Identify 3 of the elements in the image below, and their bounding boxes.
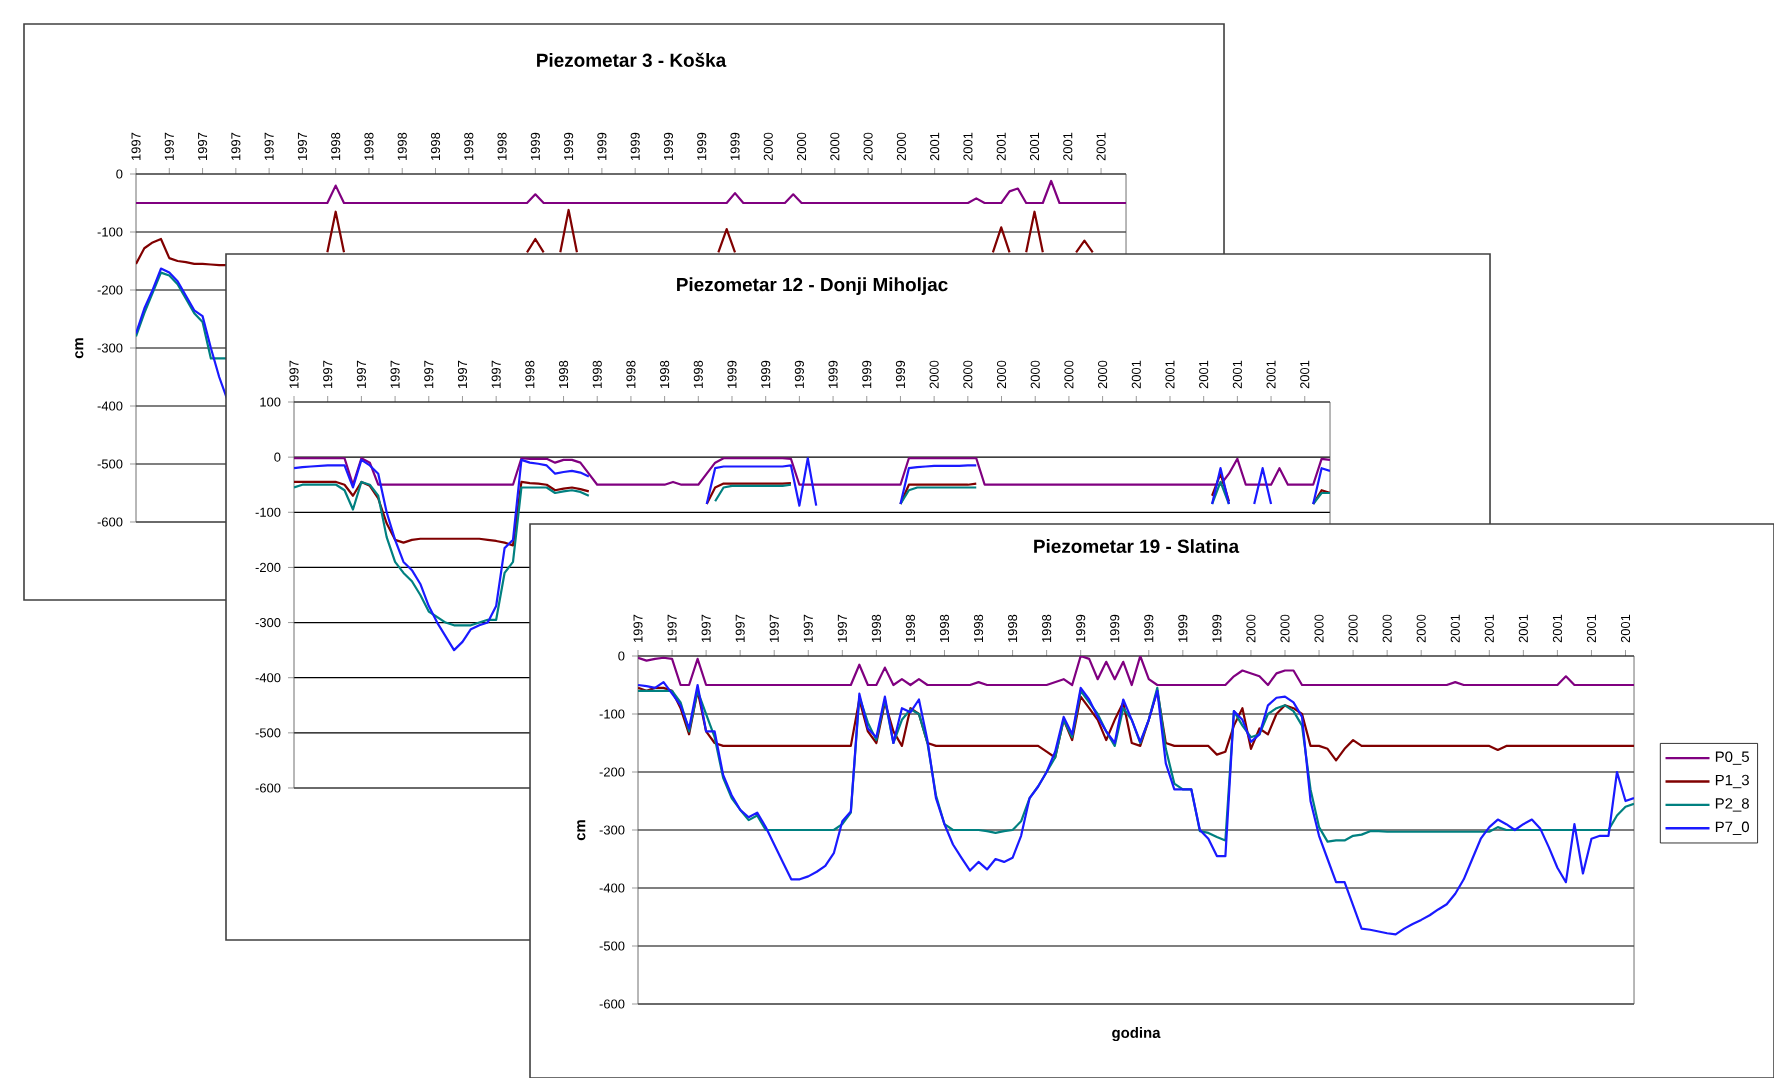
chart-title: Piezometar 3 - Koška: [537, 52, 727, 68]
chart-title: Piezometar 12 - Donji Miholjac: [677, 277, 948, 296]
chart-title: Piezometar 19 - Slatina: [1034, 539, 1240, 554]
